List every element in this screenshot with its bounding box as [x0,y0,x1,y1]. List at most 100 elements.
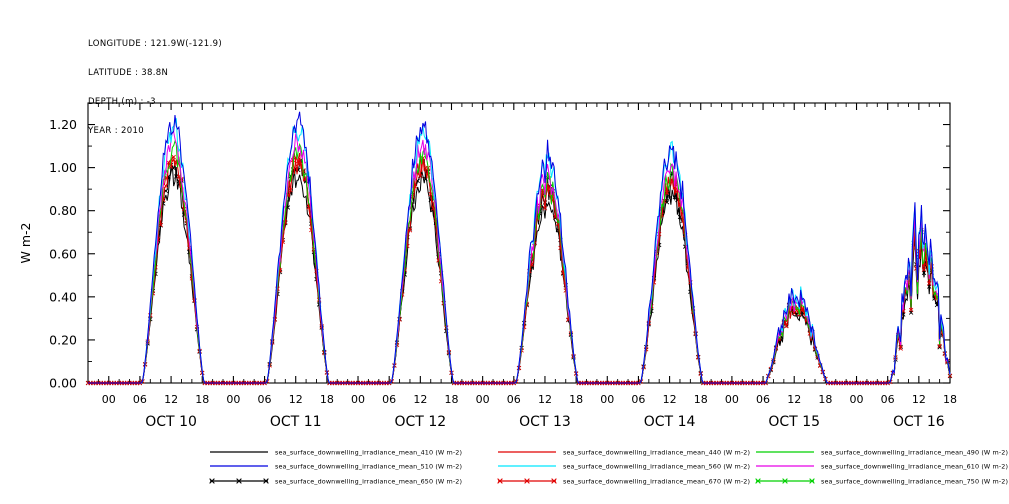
metadata-header: LONGITUDE : 121.9W(-121.9) LATITUDE : 38… [88,21,222,155]
legend-swatch-marker [263,478,269,484]
series-670 [85,154,953,386]
legend-swatch-marker [809,478,815,484]
series-line [88,156,951,384]
legend-label: sea_surface_downwelling_irradiance_mean_… [563,448,750,456]
series-line [88,158,951,384]
axis-labels-layer: 0.00 0.20 0.40 0.60 0.80 1.00 1.20 00 06 12 18 00 06… [18,117,957,430]
legend-label: sea_surface_downwelling_irradiance_mean_… [275,477,462,485]
legend-label: sea_surface_downwelling_irradiance_mean_… [563,462,750,470]
legend-label: sea_surface_downwelling_irradiance_mean_… [821,448,1008,456]
legend-label: sea_surface_downwelling_irradiance_mean_… [821,462,1008,470]
x-tick-label: 18 [943,393,957,406]
x-tick-label: 06 [133,393,147,406]
legend-label: sea_surface_downwelling_irradiance_mean_… [563,477,750,485]
legend-swatch-marker [209,478,215,484]
legend-item-440[interactable]: sea_surface_downwelling_irradiance_mean_… [498,448,750,456]
x-tick-label: 18 [444,393,458,406]
x-tick-label: 06 [881,393,895,406]
x-tick-label: 00 [476,393,490,406]
x-tick-label: 06 [258,393,272,406]
legend-item-410[interactable]: sea_surface_downwelling_irradiance_mean_… [210,448,462,456]
y-tick-label: 0.40 [49,289,77,304]
chart-legend: sea_surface_downwelling_irradiance_mean_… [209,448,1009,485]
y-axis-title: W m-2 [18,223,33,264]
legend-label: sea_surface_downwelling_irradiance_mean_… [275,462,462,470]
series-510 [88,111,951,384]
axes-layer [87,102,951,384]
series-650 [85,157,953,386]
x-tick-label: 00 [226,393,240,406]
y-tick-label: 0.60 [49,246,77,261]
y-tick-label: 0.20 [49,332,77,347]
series-610 [88,131,951,384]
legend-item-610[interactable]: sea_surface_downwelling_irradiance_mean_… [756,462,1008,470]
x-tick-label: 18 [818,393,832,406]
x-tick-label: 06 [382,393,396,406]
x-tick-label: 12 [538,393,552,406]
series-line [88,111,951,384]
x-tick-label: 00 [850,393,864,406]
series-490 [88,140,951,384]
legend-item-670[interactable]: sea_surface_downwelling_irradiance_mean_… [497,477,750,485]
legend-swatch-marker [524,478,530,484]
x-day-label: OCT 13 [519,414,571,430]
x-tick-label: 12 [289,393,303,406]
x-day-label: OCT 11 [270,414,322,430]
x-tick-label: 12 [912,393,926,406]
x-day-label: OCT 15 [768,414,820,430]
x-tick-label: 12 [787,393,801,406]
x-day-label: OCT 12 [395,414,447,430]
y-tick-label: 0.00 [49,376,77,391]
x-tick-label: 06 [507,393,521,406]
legend-swatch-marker [236,478,242,484]
x-tick-label: 12 [663,393,677,406]
x-day-label: OCT 10 [145,414,197,430]
x-day-label: OCT 16 [893,414,945,430]
series-markers [85,157,953,386]
metadata-year: YEAR : 2010 [88,125,145,136]
legend-swatch-marker [551,478,557,484]
x-tick-label: 00 [351,393,365,406]
x-tick-label: 18 [320,393,334,406]
x-tick-label: 06 [631,393,645,406]
x-tick-label: 18 [694,393,708,406]
legend-swatch-marker [782,478,788,484]
legend-item-750[interactable]: sea_surface_downwelling_irradiance_mean_… [755,477,1009,485]
series-440 [88,152,951,384]
series-line [88,140,951,384]
series-line [88,152,951,384]
x-tick-label: 06 [756,393,770,406]
series-line [88,118,951,384]
legend-label: sea_surface_downwelling_irradiance_mean_… [275,448,462,456]
legend-item-490[interactable]: sea_surface_downwelling_irradiance_mean_… [756,448,1008,456]
legend-swatch-marker [755,478,761,484]
metadata-longitude: LONGITUDE : 121.9W(-121.9) [88,39,223,50]
y-tick-label: 1.20 [49,117,77,132]
legend-label: sea_surface_downwelling_irradiance_mean_… [821,477,1009,485]
plot-frame [87,102,951,384]
x-tick-label: 00 [725,393,739,406]
legend-item-510[interactable]: sea_surface_downwelling_irradiance_mean_… [210,462,462,470]
x-tick-label: 18 [195,393,209,406]
legend-item-650[interactable]: sea_surface_downwelling_irradiance_mean_… [209,477,462,485]
series-line [88,165,951,384]
metadata-depth: DEPTH (m) : -3 [88,96,156,107]
series-line [88,131,951,384]
series-410 [88,165,951,384]
y-tick-label: 1.00 [49,160,77,175]
x-tick-label: 12 [413,393,427,406]
legend-item-560[interactable]: sea_surface_downwelling_irradiance_mean_… [498,462,750,470]
x-day-label: OCT 14 [644,414,696,430]
y-tick-label: 0.80 [49,203,77,218]
x-tick-label: 00 [102,393,116,406]
series-560 [88,118,951,384]
legend-swatch-marker [497,478,503,484]
series-markers [85,154,953,386]
metadata-latitude: LATITUDE : 38.8N [88,67,169,78]
series-layer [85,111,953,386]
x-tick-label: 00 [600,393,614,406]
x-tick-label: 12 [164,393,178,406]
x-tick-label: 18 [569,393,583,406]
